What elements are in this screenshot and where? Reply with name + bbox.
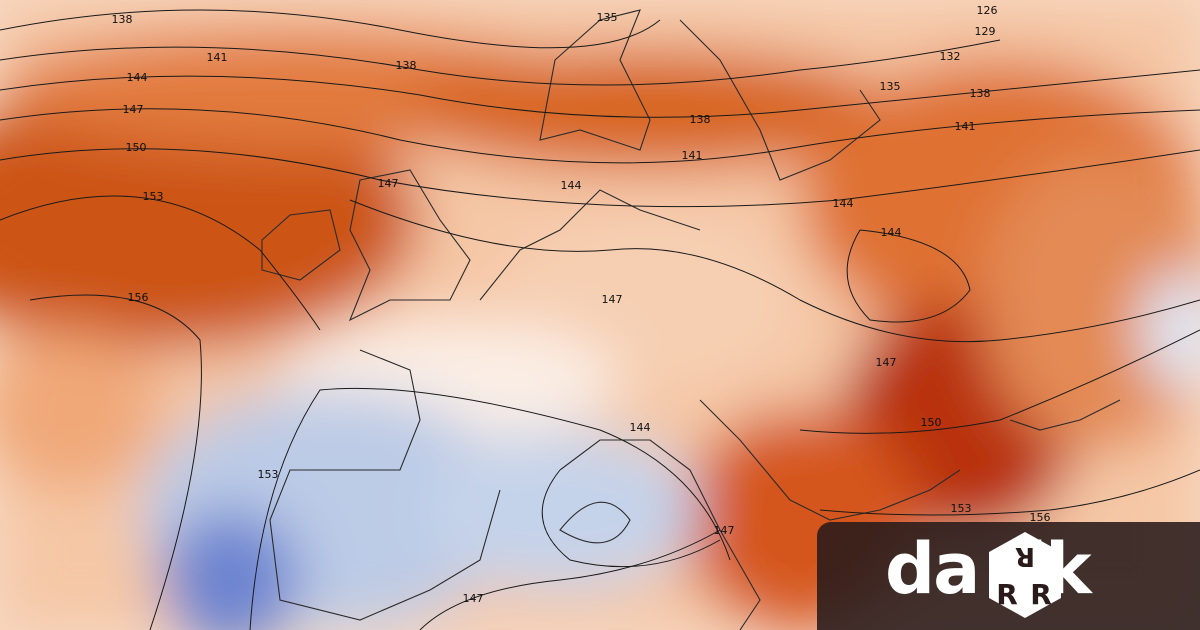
- contour-label: 150: [126, 141, 147, 154]
- dice-icon: R R R: [989, 532, 1061, 618]
- contour-label: 153: [143, 190, 164, 203]
- contour-label: 150: [921, 416, 942, 429]
- contour-label: 138: [690, 113, 711, 126]
- contour-label: 135: [597, 11, 618, 24]
- svg-text:R: R: [996, 578, 1018, 611]
- contour-label: 147: [378, 177, 399, 190]
- contour-label: 144: [630, 421, 651, 434]
- contour-label: 147: [714, 524, 735, 537]
- contour-label: 126: [977, 4, 998, 17]
- contour-label: 156: [1030, 511, 1051, 524]
- contour-label: 153: [258, 468, 279, 481]
- coastlines: [261, 9, 1121, 630]
- contour-label: 141: [207, 51, 228, 64]
- contour-label: 144: [127, 71, 148, 84]
- svg-text:R: R: [1015, 541, 1035, 571]
- contour-label: 147: [602, 293, 623, 306]
- contour-label: 147: [463, 592, 484, 605]
- contour-label: 141: [955, 120, 976, 133]
- contour-label: 132: [940, 50, 961, 63]
- contour-label: 144: [833, 197, 854, 210]
- contour-label: 153: [951, 502, 972, 515]
- contour-label: 138: [970, 87, 991, 100]
- contour-label: 141: [682, 149, 703, 162]
- contour-label: 144: [881, 226, 902, 239]
- contour-label: 138: [396, 59, 417, 72]
- contour-label: 144: [561, 179, 582, 192]
- contour-label: 135: [880, 80, 901, 93]
- contour-labels: 138 135 126 129 141 138 132 144 135 138 147 138 141 1…: [112, 4, 1051, 605]
- contour-label: 147: [876, 356, 897, 369]
- contour-label: 147: [123, 103, 144, 116]
- contour-label: 129: [975, 25, 996, 38]
- contour-label: 138: [112, 13, 133, 26]
- geopotential-contours: [0, 9, 1200, 630]
- svg-text:R: R: [1030, 578, 1052, 611]
- contour-label: 156: [128, 291, 149, 304]
